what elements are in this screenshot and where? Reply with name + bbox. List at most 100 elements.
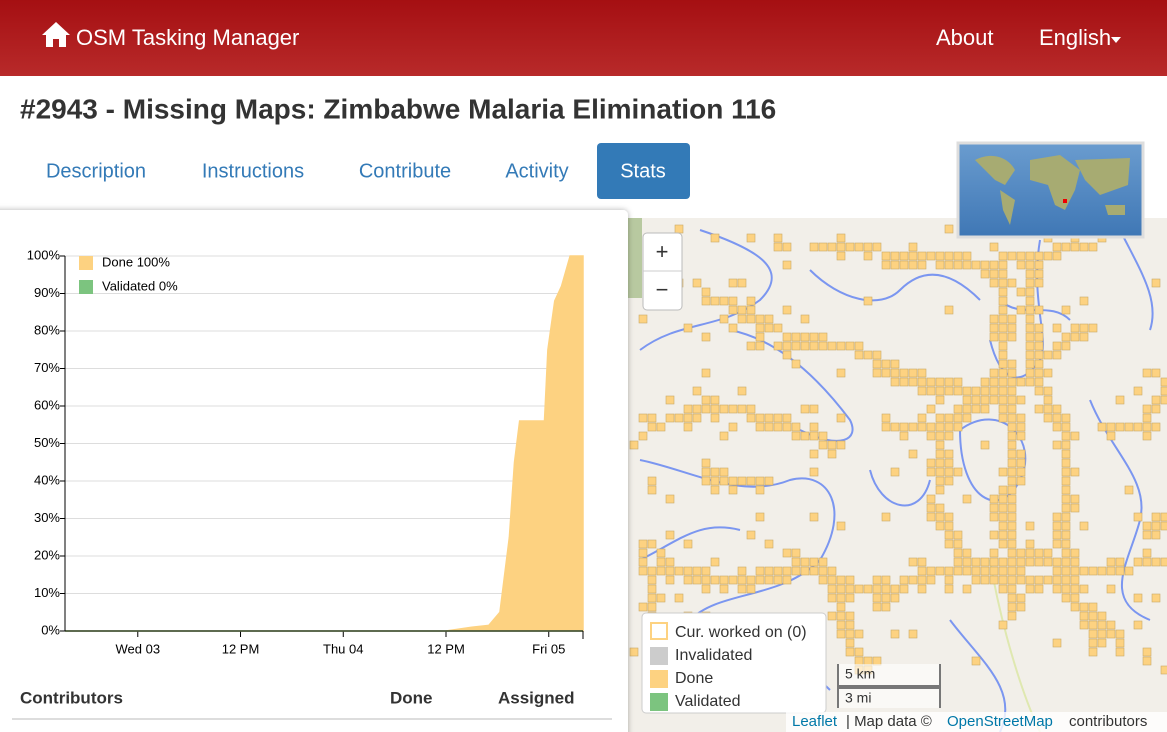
tile bbox=[1070, 548, 1080, 558]
tile bbox=[998, 620, 1008, 630]
tab[interactable]: Instructions bbox=[202, 160, 304, 182]
tile bbox=[944, 584, 954, 594]
tile bbox=[665, 395, 675, 405]
tile bbox=[890, 584, 900, 594]
tile bbox=[845, 242, 855, 252]
tile bbox=[998, 251, 1008, 261]
tile bbox=[1115, 422, 1125, 432]
tile bbox=[1016, 251, 1026, 261]
home-icon[interactable] bbox=[42, 22, 70, 47]
tile bbox=[935, 395, 945, 405]
tile bbox=[998, 575, 1008, 585]
tile bbox=[1034, 548, 1044, 558]
tile bbox=[1115, 395, 1125, 405]
tile bbox=[764, 566, 774, 576]
tile bbox=[1142, 557, 1152, 567]
tile bbox=[1016, 602, 1026, 612]
x-tick-label: Fri 05 bbox=[532, 641, 565, 656]
tile bbox=[944, 521, 954, 531]
tile bbox=[1034, 323, 1044, 333]
brand[interactable]: OSM Tasking Manager bbox=[76, 25, 299, 50]
tile bbox=[1025, 557, 1035, 567]
tile bbox=[746, 404, 756, 414]
tile bbox=[629, 440, 639, 450]
attribution-link[interactable]: OpenStreetMap bbox=[947, 713, 1053, 730]
tile bbox=[836, 233, 846, 243]
zoom-out[interactable]: − bbox=[656, 277, 669, 302]
tile bbox=[755, 476, 765, 486]
tile bbox=[845, 620, 855, 630]
tile bbox=[944, 305, 954, 315]
tab[interactable]: Contribute bbox=[359, 160, 451, 182]
tile bbox=[935, 458, 945, 468]
tile bbox=[962, 386, 972, 396]
tile bbox=[944, 431, 954, 441]
tile bbox=[1061, 485, 1071, 495]
tile bbox=[971, 575, 981, 585]
tile bbox=[872, 584, 882, 594]
tile bbox=[998, 512, 1008, 522]
tile bbox=[1133, 620, 1143, 630]
tile bbox=[773, 413, 783, 423]
tile bbox=[1061, 332, 1071, 342]
tile bbox=[908, 368, 918, 378]
tile bbox=[998, 485, 1008, 495]
tile bbox=[1052, 539, 1062, 549]
tile bbox=[647, 413, 657, 423]
tile bbox=[926, 386, 936, 396]
tile bbox=[1025, 314, 1035, 324]
tile bbox=[1025, 251, 1035, 261]
tile bbox=[1034, 359, 1044, 369]
tile bbox=[935, 422, 945, 432]
tile bbox=[935, 485, 945, 495]
tile bbox=[944, 260, 954, 270]
tile bbox=[1034, 386, 1044, 396]
tile bbox=[917, 575, 927, 585]
attribution-link[interactable]: Leaflet bbox=[792, 713, 838, 730]
tile bbox=[935, 476, 945, 486]
tile bbox=[926, 422, 936, 432]
tile bbox=[764, 314, 774, 324]
tile bbox=[953, 251, 963, 261]
tile bbox=[881, 584, 891, 594]
tile bbox=[1097, 638, 1107, 648]
tile bbox=[854, 656, 864, 666]
tile bbox=[998, 269, 1008, 279]
tile bbox=[728, 575, 738, 585]
map[interactable] bbox=[628, 218, 1167, 732]
tile bbox=[1106, 620, 1116, 630]
tile bbox=[917, 584, 927, 594]
tile bbox=[881, 512, 891, 522]
tile bbox=[1079, 521, 1089, 531]
tile bbox=[935, 467, 945, 477]
tab[interactable]: Stats bbox=[620, 160, 666, 182]
tile bbox=[926, 575, 936, 585]
tile bbox=[1070, 494, 1080, 504]
tile bbox=[755, 485, 765, 495]
tile bbox=[809, 557, 819, 567]
tile bbox=[926, 458, 936, 468]
nav-link[interactable]: About bbox=[936, 25, 994, 50]
tab[interactable]: Description bbox=[46, 160, 146, 182]
tile bbox=[1115, 647, 1125, 657]
tile bbox=[1151, 368, 1161, 378]
y-tick-label: 70% bbox=[34, 360, 60, 375]
tile bbox=[836, 584, 846, 594]
tile bbox=[1061, 413, 1071, 423]
tile bbox=[944, 575, 954, 585]
zoom-in[interactable]: + bbox=[656, 239, 669, 264]
tab[interactable]: Activity bbox=[505, 160, 568, 182]
tile bbox=[1025, 287, 1035, 297]
legend-swatch bbox=[650, 670, 668, 688]
tile bbox=[782, 575, 792, 585]
tile bbox=[971, 395, 981, 405]
tile bbox=[998, 305, 1008, 315]
tile bbox=[638, 413, 648, 423]
tile bbox=[728, 485, 738, 495]
tile bbox=[944, 449, 954, 459]
tile bbox=[980, 557, 990, 567]
tile bbox=[737, 566, 747, 576]
tile bbox=[854, 350, 864, 360]
nav-link[interactable]: English bbox=[1039, 25, 1111, 50]
